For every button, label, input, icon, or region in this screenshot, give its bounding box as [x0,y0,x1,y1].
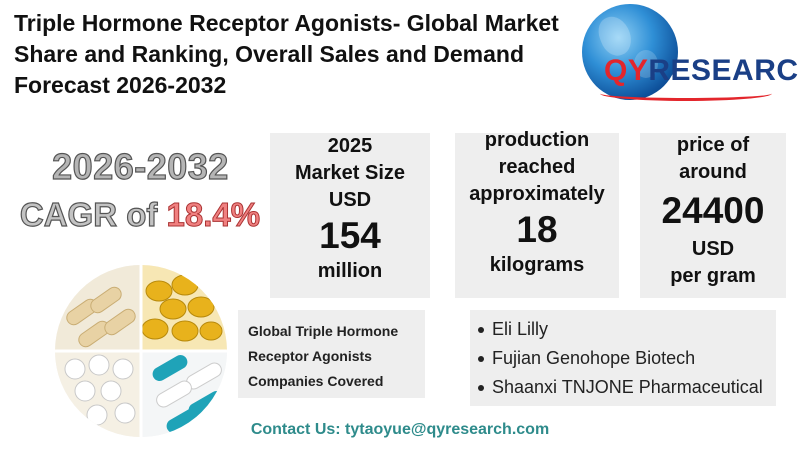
stat-value: 24400 [661,190,765,231]
stat-line: 2025 [327,135,373,157]
qyresearch-logo: QYRESEARCH [574,2,800,106]
list-item: Eli Lilly [478,315,763,344]
cagr-value: 18.4% [166,196,261,234]
globe-logo-icon [582,4,678,100]
stat-unit: USD [691,238,735,260]
cagr-text: CAGR of 18.4% [14,195,266,234]
forecast-years: 2026-2032 [52,145,229,187]
companies-heading-line: Companies Covered [248,373,384,389]
stat-value: 18 [516,209,558,250]
list-item: Fujian Genohope Biotech [478,344,763,373]
companies-list: Eli Lilly Fujian Genohope Biotech Shaanx… [478,315,763,402]
companies-heading-box: Global Triple Hormone Receptor Agonists … [238,310,425,398]
stat-unit: per gram [670,265,756,287]
stat-line: Market Size [294,162,406,184]
production-box: production reached approximately 18 kilo… [455,129,619,298]
logo-wordmark: QYRESEARCH [604,54,800,87]
stat-line: reached [498,156,576,178]
pills-icon [55,265,227,437]
bullet-icon [478,385,484,392]
bullet-icon [478,327,484,334]
logo-swoosh [600,86,772,101]
bullet-icon [478,356,484,363]
stat-line: price of [676,134,750,156]
price-box: price of around 24400 USD per gram [640,133,786,298]
stat-line: around [679,161,747,183]
contact-line[interactable]: Contact Us: tytaoyue@qyresearch.com [250,421,550,438]
stat-line: approximately [469,183,605,205]
market-size-box: 2025 Market Size USD 154 million [270,133,430,298]
page-title: Triple Hormone Receptor Agonists- Global… [14,10,559,98]
stat-value: 154 [319,215,381,256]
list-item: Shaanxi TNJONE Pharmaceutical [478,373,763,402]
pills-image [55,265,227,437]
cagr-label: CAGR of [19,195,167,233]
stat-line: USD [328,189,372,211]
companies-heading-line: Global Triple Hormone [248,323,399,339]
companies-heading-line: Receptor Agonists [248,348,372,364]
stat-line: production [484,129,590,151]
companies-list-box: Eli Lilly Fujian Genohope Biotech Shaanx… [470,310,776,406]
stat-unit: million [317,260,383,282]
stat-unit: kilograms [489,254,585,276]
